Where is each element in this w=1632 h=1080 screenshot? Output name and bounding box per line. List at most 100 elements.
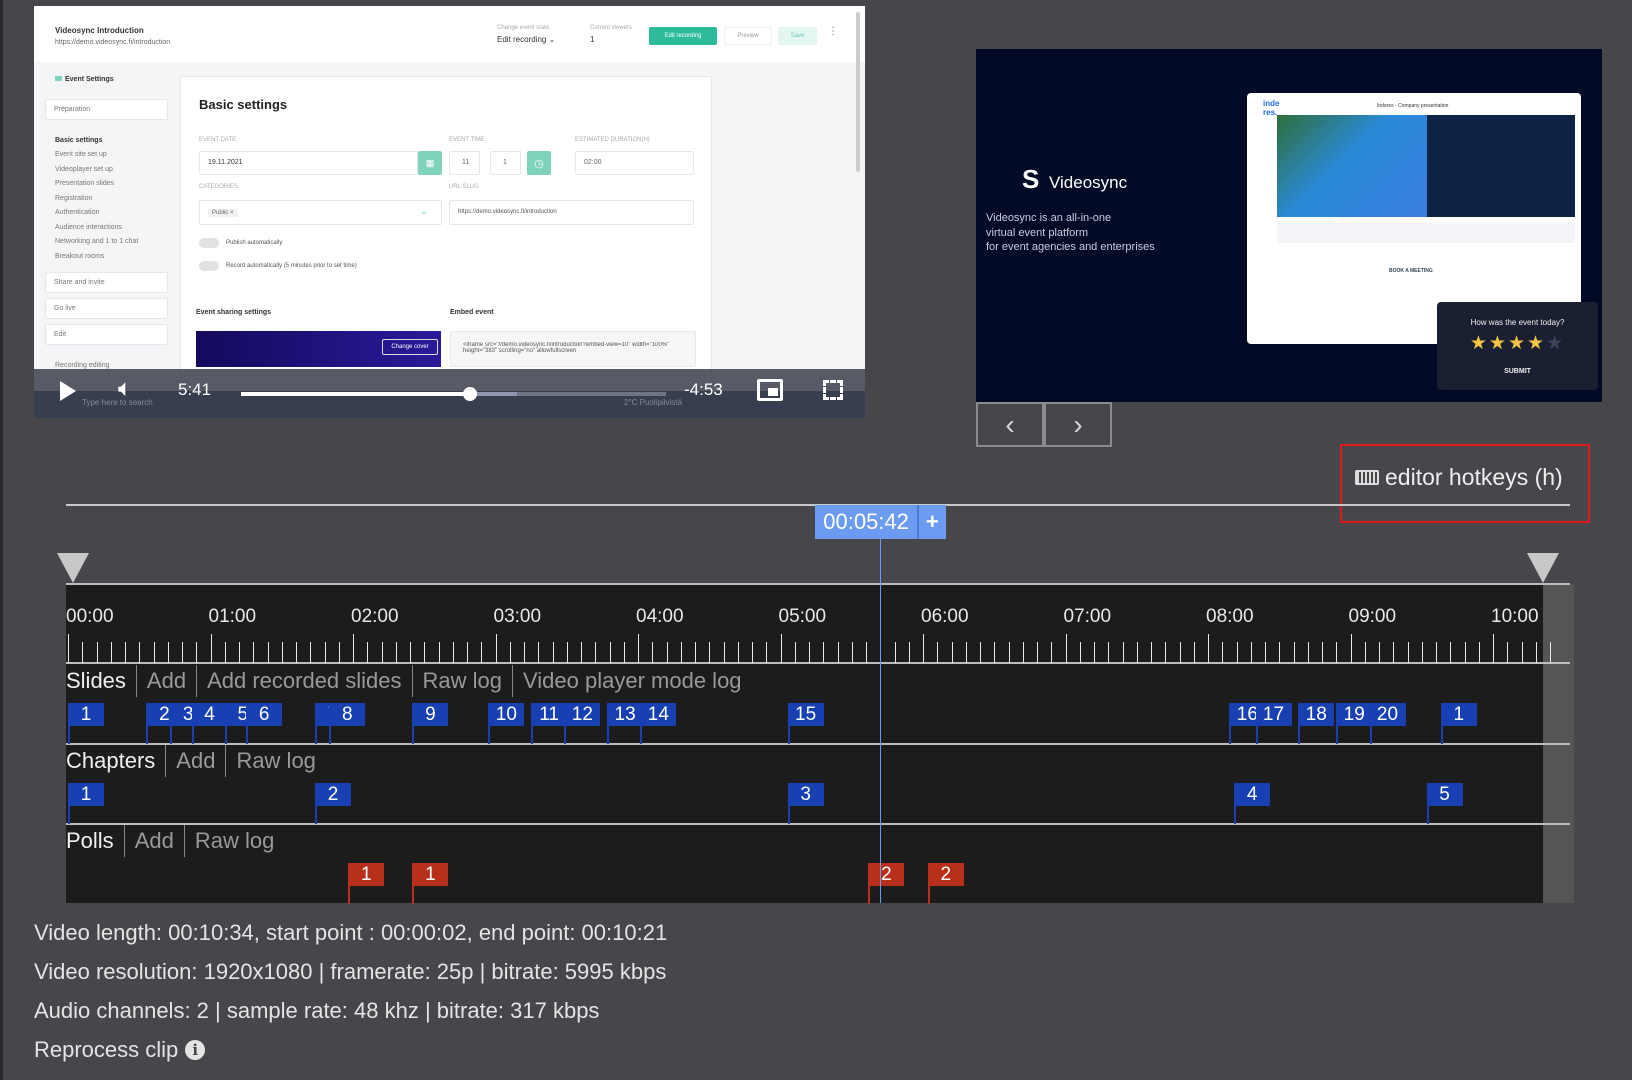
minor-tick xyxy=(509,642,511,663)
end-point-handle[interactable] xyxy=(1526,553,1559,583)
event-date-field: 19.11.2021 xyxy=(199,151,418,175)
minor-tick xyxy=(1037,642,1038,663)
star-filled-icon: ★ xyxy=(1488,333,1508,354)
slide-marker[interactable]: 18 xyxy=(1298,703,1335,744)
slide-marker[interactable]: 20 xyxy=(1369,703,1406,744)
slide-marker[interactable]: 16 xyxy=(1229,703,1266,744)
sidebar-section-share: Share and invite xyxy=(45,272,168,293)
slide-marker[interactable]: 17 xyxy=(1255,703,1292,744)
add-recorded-slides-link[interactable]: Add recorded slides xyxy=(196,665,411,697)
embed-code: <iframe src="//demo.videosync.fi/introdu… xyxy=(463,342,670,354)
chapters-add-link[interactable]: Add xyxy=(165,745,225,777)
minor-tick xyxy=(552,642,554,663)
minor-tick xyxy=(766,642,768,663)
editor-hotkeys-button[interactable]: editor hotkeys (h) xyxy=(1355,464,1563,491)
minor-tick xyxy=(1307,642,1309,663)
tick-label: 10:00 xyxy=(1491,606,1539,627)
major-tick xyxy=(495,634,497,663)
tick-label: 03:00 xyxy=(493,606,542,627)
volume-icon[interactable]: 🔈︎ xyxy=(118,375,133,402)
poll-marker[interactable]: 1 xyxy=(412,863,449,904)
cover-image: Change cover xyxy=(196,331,441,367)
poll-marker[interactable]: 1 xyxy=(348,863,385,904)
slide-marker[interactable]: 11 xyxy=(531,703,568,744)
minor-tick xyxy=(623,642,625,663)
sidebar-item: Audience interactions xyxy=(55,224,122,231)
minor-tick xyxy=(1450,642,1452,663)
slide-marker[interactable]: 12 xyxy=(564,703,601,744)
slides-add-link[interactable]: Add xyxy=(135,665,196,697)
taskbar-search: Type here to search xyxy=(82,398,153,407)
playhead-time-badge[interactable]: 00:05:42 + xyxy=(815,505,946,539)
minor-tick xyxy=(524,642,525,663)
pip-icon[interactable] xyxy=(757,379,783,401)
slide-marker[interactable]: 1 xyxy=(68,703,104,744)
slide-marker[interactable]: 5 xyxy=(224,703,261,744)
minor-tick xyxy=(1407,642,1409,663)
slide-marker[interactable]: 15 xyxy=(787,703,824,744)
tick-label: 06:00 xyxy=(921,606,969,627)
keyboard-icon xyxy=(1355,470,1379,485)
tick-label: 09:00 xyxy=(1348,606,1397,627)
poll-question: How was the event today? xyxy=(1470,318,1565,327)
slide-marker[interactable]: 14 xyxy=(640,703,677,744)
chapter-marker[interactable]: 5 xyxy=(1426,783,1463,824)
minor-tick xyxy=(965,642,967,663)
marker-label: 20 xyxy=(1369,703,1406,726)
recorded-scrollbar xyxy=(856,12,860,172)
marker-label: 3 xyxy=(787,783,824,806)
poll-marker[interactable]: 2 xyxy=(927,863,964,904)
video-player[interactable]: Videosync Introduction https://demo.vide… xyxy=(34,6,865,418)
minor-tick xyxy=(709,642,711,663)
slide-marker[interactable]: 8 xyxy=(329,703,366,744)
chapters-raw-log-link[interactable]: Raw log xyxy=(225,745,325,777)
section-label: Go live xyxy=(54,305,76,312)
pip-icon-inner xyxy=(768,388,778,396)
slide-marker[interactable]: 2 xyxy=(146,703,183,744)
seek-bar[interactable] xyxy=(241,387,666,401)
polls-title: Polls xyxy=(66,828,114,853)
fullscreen-icon[interactable] xyxy=(823,380,843,400)
slide-marker[interactable]: 19 xyxy=(1336,703,1373,744)
slide-marker[interactable]: 4 xyxy=(191,703,228,744)
tick-label: 02:00 xyxy=(351,606,399,627)
minor-tick xyxy=(1535,642,1537,663)
info-icon[interactable]: i xyxy=(185,1040,206,1060)
slide-marker[interactable]: 10 xyxy=(488,703,525,744)
slides-raw-log-link[interactable]: Raw log xyxy=(411,665,512,697)
prev-slide-button[interactable]: ‹ xyxy=(976,402,1044,447)
slide-marker[interactable]: 1 xyxy=(1440,703,1477,744)
video-player-mode-log-link[interactable]: Video player mode log xyxy=(512,665,752,697)
duration-field: 02:00 xyxy=(575,151,694,175)
add-at-playhead-button[interactable]: + xyxy=(925,509,939,534)
slide-marker[interactable]: 3 xyxy=(170,703,207,744)
chapter-marker[interactable]: 3 xyxy=(787,783,824,824)
poll-marker[interactable]: 2 xyxy=(868,863,905,904)
state-value-text: Edit recording xyxy=(497,35,547,44)
slide-marker[interactable]: 13 xyxy=(607,703,644,744)
minor-tick xyxy=(866,642,867,663)
reprocess-clip-link[interactable]: Reprocess clip i xyxy=(34,1037,206,1063)
start-point-handle[interactable] xyxy=(56,553,89,583)
slide-marker[interactable]: 6 xyxy=(246,703,283,744)
tick-label: 05:00 xyxy=(778,606,827,627)
polls-raw-log-link[interactable]: Raw log xyxy=(183,825,284,857)
next-slide-button[interactable]: › xyxy=(1044,402,1112,447)
slide-marker[interactable]: 7 xyxy=(315,703,351,744)
sidebar-item: Authentication xyxy=(55,209,100,216)
slide-marker[interactable]: 9 xyxy=(412,703,449,744)
seek-handle[interactable] xyxy=(462,387,477,401)
chapter-marker[interactable]: 1 xyxy=(68,783,104,824)
play-icon[interactable] xyxy=(60,381,76,401)
viewers-value: 1 xyxy=(590,35,595,44)
minor-tick xyxy=(908,642,910,663)
playhead-line[interactable] xyxy=(880,539,882,903)
minor-tick xyxy=(595,642,597,663)
chapter-marker[interactable]: 4 xyxy=(1234,783,1271,824)
marker-label: 4 xyxy=(191,703,228,726)
remaining-time: -4:53 xyxy=(684,380,723,399)
section-label: Edit xyxy=(54,331,67,338)
chapter-marker[interactable]: 2 xyxy=(315,783,351,824)
marker-label: 17 xyxy=(1255,703,1292,726)
polls-add-link[interactable]: Add xyxy=(123,825,184,857)
